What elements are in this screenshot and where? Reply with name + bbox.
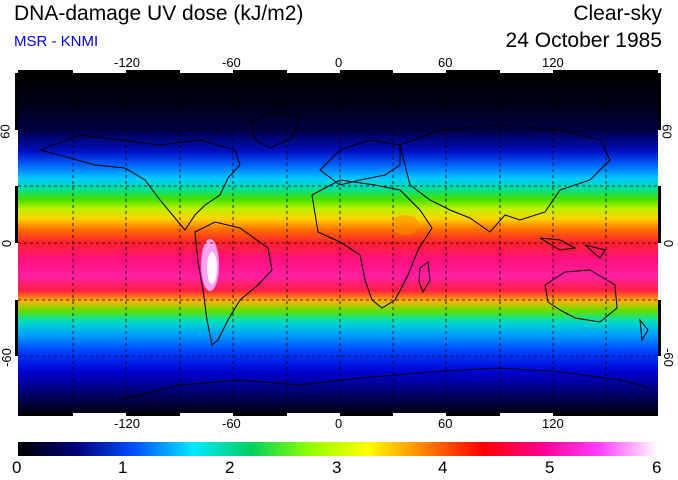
colorbar-tick: 4 <box>438 458 448 477</box>
lon-tick-top: -60 <box>222 55 241 70</box>
source-label: MSR - KNMI <box>14 33 99 50</box>
colorbar-tick: 3 <box>332 458 342 477</box>
colorbar-tick: 0 <box>12 458 22 477</box>
date-label: 24 October 1985 <box>505 29 662 52</box>
lat-tick-left: -60 <box>0 348 14 367</box>
lat-tick-left: 0 <box>0 239 15 248</box>
lon-tick-top: 120 <box>542 55 564 70</box>
sky-condition-label: Clear-sky <box>573 2 662 25</box>
lon-tick-bottom: 0 <box>335 416 343 431</box>
lon-tick-bottom: -120 <box>114 416 141 431</box>
lon-tick-bottom: 120 <box>542 416 564 431</box>
colorbar <box>18 442 658 456</box>
uv-dose-map <box>15 70 661 416</box>
lon-tick-bottom: 60 <box>438 416 453 431</box>
lat-tick-right: -60 <box>660 348 676 367</box>
colorbar-tick: 5 <box>545 458 555 477</box>
lat-tick-left: 60 <box>0 124 13 139</box>
lon-tick-top: 0 <box>335 55 343 70</box>
lon-tick-top: -120 <box>114 55 141 70</box>
lon-tick-bottom: -60 <box>222 416 241 431</box>
lat-tick-right: 0 <box>661 239 677 248</box>
colorbar-tick: 6 <box>652 458 662 477</box>
coastlines <box>38 111 651 401</box>
map-title: DNA-damage UV dose (kJ/m2) <box>14 2 304 25</box>
colorbar-tick: 2 <box>225 458 235 477</box>
colorbar-tick: 1 <box>118 458 128 477</box>
lon-tick-top: 60 <box>438 55 453 70</box>
lat-tick-right: 60 <box>659 124 675 139</box>
graticule <box>18 73 658 413</box>
